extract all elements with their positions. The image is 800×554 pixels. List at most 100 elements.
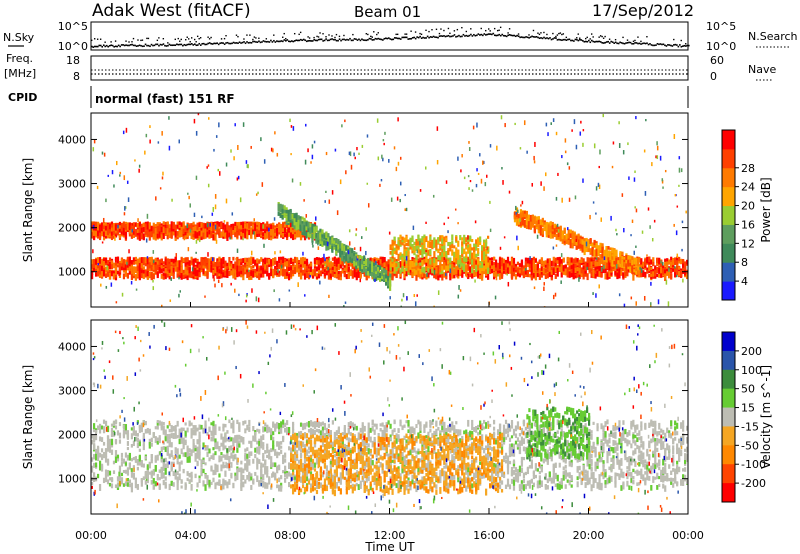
noise-point xyxy=(168,43,171,46)
range-cell xyxy=(280,259,283,267)
noise-point xyxy=(159,43,162,46)
range-cell xyxy=(439,258,442,263)
range-cell xyxy=(498,273,502,280)
search-point xyxy=(167,42,169,44)
search-point xyxy=(419,32,421,35)
range-cell xyxy=(166,274,169,278)
range-cell xyxy=(140,265,143,271)
range-cell xyxy=(441,255,444,262)
range-cell xyxy=(226,262,229,266)
range-cell xyxy=(305,258,309,264)
noise-point xyxy=(528,37,530,39)
range-cell xyxy=(278,263,281,270)
range-cell xyxy=(234,228,237,232)
noise-point xyxy=(167,44,169,47)
range-cell xyxy=(244,234,247,239)
range-cell xyxy=(94,231,98,237)
noise-point xyxy=(176,43,178,46)
range-cell xyxy=(518,273,522,278)
range-cell xyxy=(110,224,114,228)
noise-point xyxy=(380,38,383,41)
range-cell xyxy=(150,230,153,237)
noise-point xyxy=(213,42,215,45)
range-cell xyxy=(421,270,424,276)
noise-point xyxy=(370,38,372,40)
range-cell xyxy=(198,222,201,228)
noise-point xyxy=(188,43,190,46)
range-cell xyxy=(465,272,468,277)
range-cell xyxy=(423,266,426,274)
noise-point xyxy=(568,38,571,41)
range-cell xyxy=(264,263,267,270)
range-cell xyxy=(339,273,342,281)
range-cell xyxy=(494,259,498,264)
range-cell xyxy=(291,213,294,220)
range-cell xyxy=(514,273,518,278)
range-cell xyxy=(246,232,249,240)
noise-point xyxy=(562,38,565,41)
range-cell xyxy=(453,264,456,270)
noise-point xyxy=(314,39,317,42)
range-cell xyxy=(160,258,163,263)
range-cell xyxy=(331,264,334,269)
noise-point xyxy=(219,42,221,45)
search-point xyxy=(367,33,369,36)
range-cell xyxy=(184,272,187,277)
range-cell xyxy=(144,261,147,267)
range-cell xyxy=(144,230,147,235)
range-cell xyxy=(496,262,500,269)
range-cell xyxy=(182,221,185,228)
range-cell xyxy=(473,259,476,264)
range-cell xyxy=(556,257,559,261)
range-cell xyxy=(274,228,277,234)
range-cell xyxy=(325,263,329,270)
range-cell xyxy=(355,261,358,266)
range-cell xyxy=(104,225,108,232)
range-cell xyxy=(477,259,480,267)
range-cell xyxy=(266,265,269,270)
range-cell xyxy=(188,272,191,278)
noise-point xyxy=(373,38,375,41)
range-cell xyxy=(666,258,669,262)
range-cell xyxy=(487,248,490,252)
range-cell xyxy=(216,229,219,234)
range-cell xyxy=(202,263,205,269)
noise-point xyxy=(461,35,463,38)
range-cell xyxy=(483,246,486,252)
search-point xyxy=(147,37,150,40)
noise-point xyxy=(667,44,669,46)
range-cell xyxy=(349,269,352,277)
range-cell xyxy=(347,261,350,267)
range-cell xyxy=(303,257,307,262)
range-cell xyxy=(188,228,191,233)
range-cell xyxy=(170,271,173,276)
range-cell xyxy=(264,231,267,239)
range-cell xyxy=(598,271,601,278)
range-cell xyxy=(136,267,139,274)
range-cell xyxy=(200,230,203,237)
noise-point xyxy=(235,42,238,44)
range-cell xyxy=(315,257,319,262)
range-cell xyxy=(333,243,336,247)
range-cell xyxy=(490,257,494,261)
range-cell xyxy=(256,271,259,276)
range-cell xyxy=(421,267,424,273)
noise-point xyxy=(311,40,314,42)
range-cell xyxy=(204,271,207,277)
range-cell xyxy=(138,262,141,270)
range-cell xyxy=(473,270,476,274)
range-cell xyxy=(297,273,301,277)
search-point xyxy=(538,33,541,36)
range-cell xyxy=(196,265,199,272)
range-cell xyxy=(401,268,404,272)
range-cell xyxy=(660,265,663,272)
range-cell xyxy=(150,267,153,271)
range-cell xyxy=(640,262,643,269)
range-cell xyxy=(276,270,279,276)
range-cell xyxy=(204,260,207,267)
range-cell xyxy=(92,234,96,241)
range-cell xyxy=(282,222,285,229)
range-cell xyxy=(299,234,303,241)
noise-point xyxy=(341,38,344,41)
noise-point xyxy=(411,37,414,39)
